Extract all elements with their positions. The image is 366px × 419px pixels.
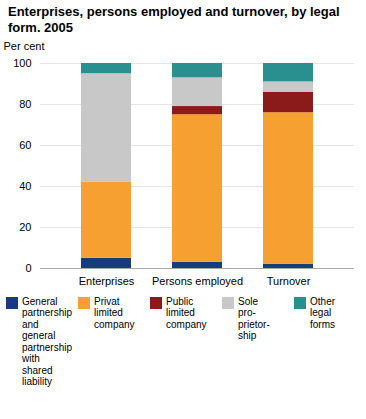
- svg-text:Turnover: Turnover: [267, 275, 311, 287]
- html-text:Other legal forms: Other legal forms: [310, 295, 335, 330]
- html-text:Sole pro- prietor- ship: Sole pro- prietor- ship: [238, 295, 270, 341]
- html-text:Privat limited company: Privat limited company: [94, 295, 135, 330]
- html-text:General partnership and genera: General partnership and general partners…: [22, 295, 72, 387]
- svg-text:40: 40: [19, 180, 31, 192]
- svg-text:Enterprises: Enterprises: [79, 275, 135, 287]
- svg-text:100: 100: [13, 57, 31, 69]
- svg-text:Persons employed: Persons employed: [152, 275, 243, 287]
- svg-text:Per cent: Per cent: [4, 40, 45, 52]
- svg-text:0: 0: [25, 262, 31, 274]
- html-text:Enterprises, persons employed: Enterprises, persons employed and turnov…: [8, 4, 340, 36]
- html-text:Public limited company: Public limited company: [166, 295, 207, 330]
- svg-text:20: 20: [19, 221, 31, 233]
- svg-text:80: 80: [19, 98, 31, 110]
- svg-text:60: 60: [19, 139, 31, 151]
